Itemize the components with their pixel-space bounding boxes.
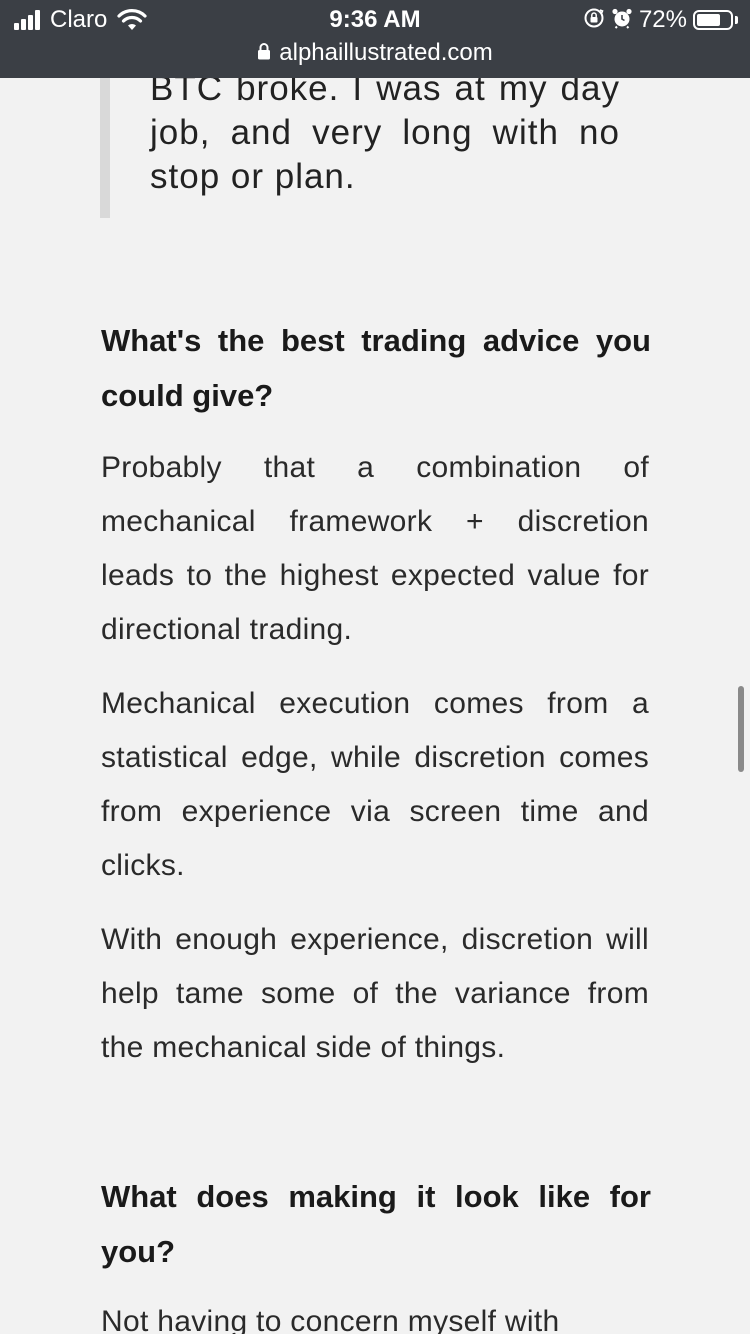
- wifi-icon: [117, 9, 147, 31]
- paragraph: With enough experience, discretion will …: [101, 923, 649, 1064]
- battery-level-fill: [697, 14, 720, 26]
- alarm-icon: [611, 7, 633, 34]
- battery-percentage: 72%: [638, 6, 687, 33]
- battery-tip: [735, 16, 738, 24]
- status-right: 72%: [583, 6, 738, 34]
- battery-icon: [693, 10, 733, 30]
- section-heading: What's the best trading advice you could…: [101, 323, 651, 413]
- url-domain[interactable]: alphaillustrated.com: [279, 39, 493, 66]
- carrier-name: Claro: [50, 6, 108, 33]
- status-time: 9:36 AM: [329, 6, 421, 33]
- url-bar[interactable]: alphaillustrated.com: [0, 38, 750, 68]
- signal-strength-icon: [14, 10, 42, 30]
- paragraph: Probably that a combination of mechanica…: [101, 451, 649, 646]
- scroll-indicator[interactable]: [738, 686, 744, 772]
- paragraph: Not having to concern myself with: [101, 1305, 560, 1334]
- status-left: Claro: [14, 6, 147, 34]
- status-and-url-bar: Claro 9:36 AM: [0, 0, 750, 78]
- blockquote-text: BTC broke. I was at my day job, and very…: [150, 69, 620, 196]
- paragraph: Mechanical execution comes from a statis…: [101, 687, 649, 882]
- orientation-lock-icon: [583, 7, 605, 34]
- section-heading: What does making it look like for you?: [101, 1179, 651, 1269]
- lock-icon: [257, 42, 271, 65]
